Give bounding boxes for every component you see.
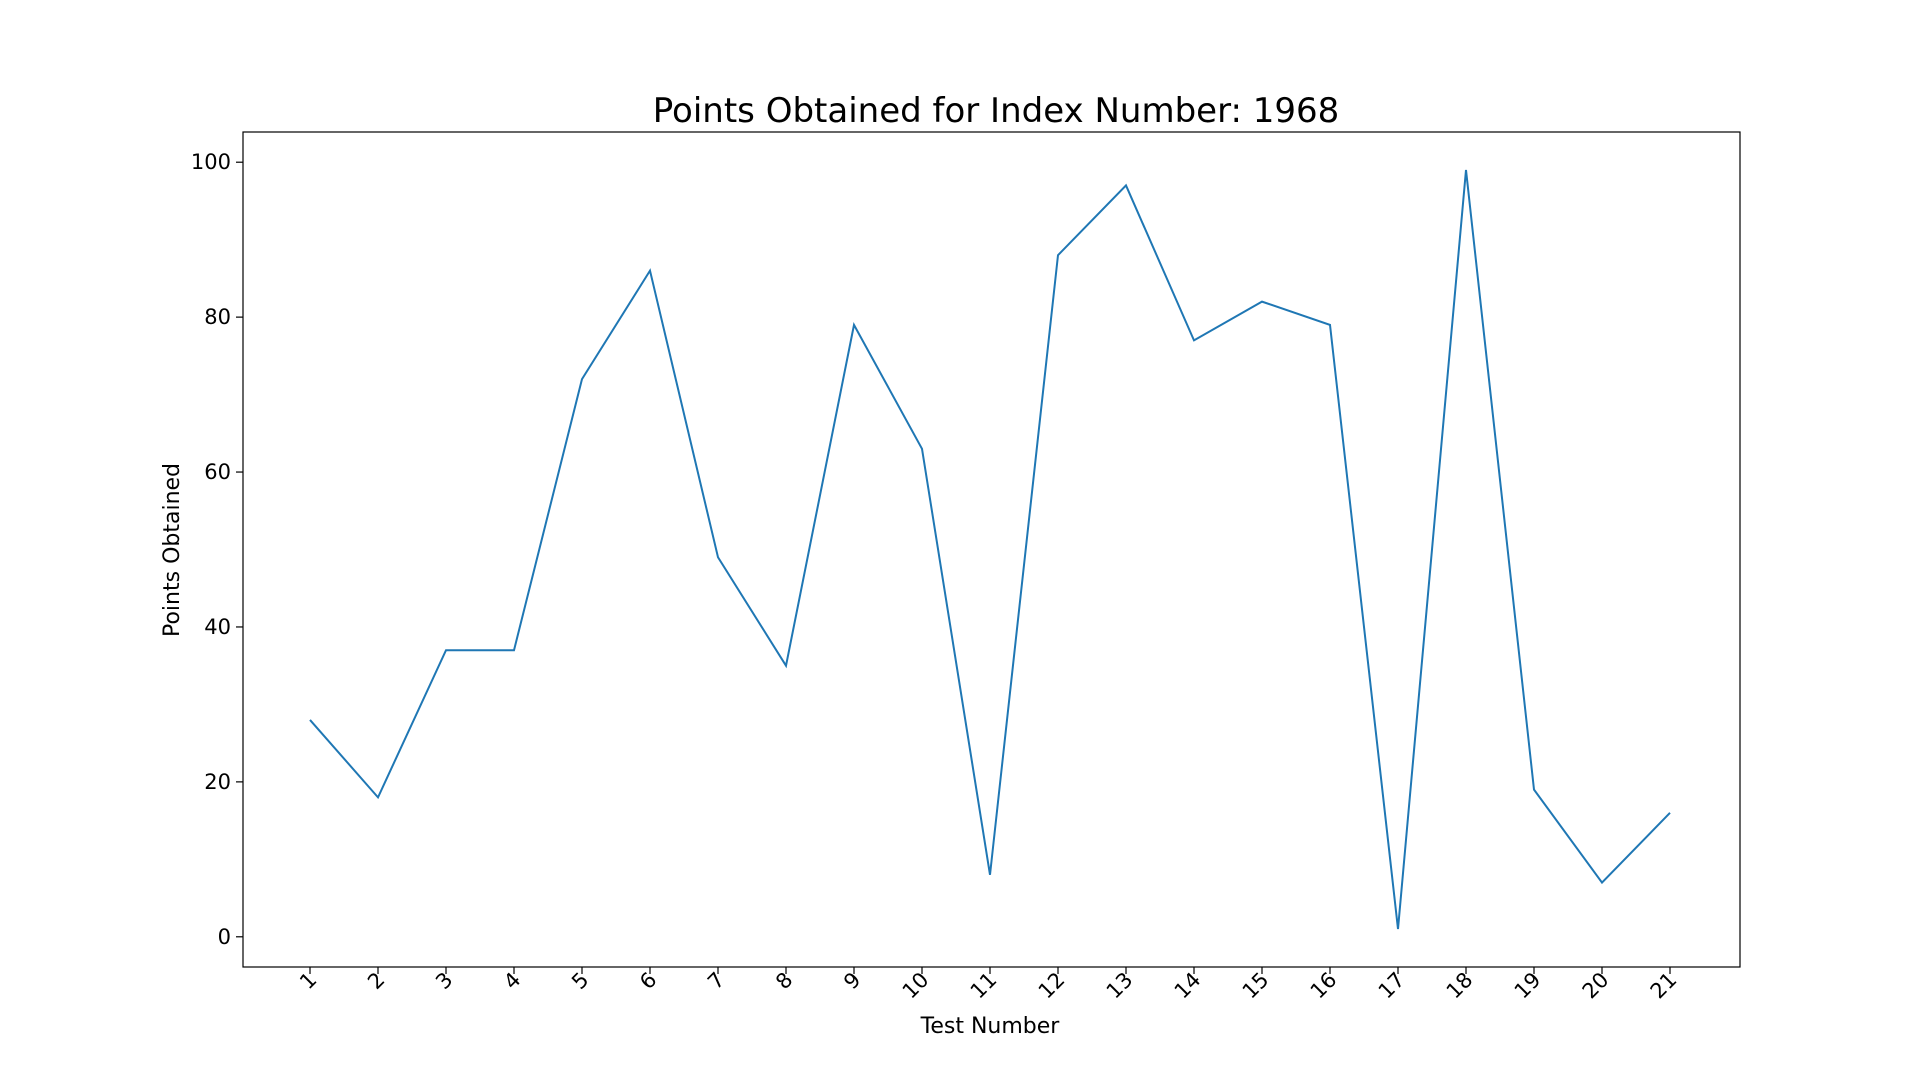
y-axis: 0 20 40 60 80 100 xyxy=(191,150,243,949)
x-tick-label: 7 xyxy=(703,968,729,994)
y-tick-label: 80 xyxy=(204,305,231,329)
x-tick-label: 18 xyxy=(1442,968,1478,1004)
series-line xyxy=(309,169,1671,930)
x-tick-label: 14 xyxy=(1170,968,1206,1004)
x-tick-label: 15 xyxy=(1238,968,1274,1004)
y-tick-label: 0 xyxy=(218,925,231,949)
x-tick-label: 21 xyxy=(1646,968,1682,1004)
x-tick-label: 4 xyxy=(499,968,525,994)
x-tick-label: 12 xyxy=(1034,968,1070,1004)
x-tick-label: 10 xyxy=(898,968,934,1004)
x-axis-label: Test Number xyxy=(920,1014,1061,1039)
x-tick-label: 2 xyxy=(363,968,389,994)
plot-area xyxy=(242,131,1741,968)
chart-title: Points Obtained for Index Number: 1968 xyxy=(653,91,1340,131)
x-tick-label: 5 xyxy=(567,968,593,994)
y-axis-label: Points Obtained xyxy=(160,463,185,637)
x-tick-label: 3 xyxy=(431,968,457,994)
x-tick-label: 17 xyxy=(1374,968,1410,1004)
x-axis: 1 2 3 4 5 6 7 8 9 10 11 12 13 14 15 16 17 18 19 20 21 xyxy=(295,967,1682,1004)
x-tick-label: 9 xyxy=(839,968,865,994)
x-tick-label: 13 xyxy=(1102,968,1138,1004)
x-tick-label: 19 xyxy=(1510,968,1546,1004)
y-tick-label: 100 xyxy=(191,150,231,174)
x-tick-label: 11 xyxy=(966,968,1002,1004)
x-tick-label: 20 xyxy=(1578,968,1614,1004)
series-group xyxy=(309,169,1671,930)
x-tick-label: 6 xyxy=(635,968,661,994)
x-tick-label: 16 xyxy=(1306,968,1342,1004)
y-tick-label: 60 xyxy=(204,460,231,484)
x-tick-label: 8 xyxy=(771,968,797,994)
y-tick-label: 40 xyxy=(204,615,231,639)
x-tick-label: 1 xyxy=(295,968,321,994)
y-tick-label: 20 xyxy=(204,770,231,794)
